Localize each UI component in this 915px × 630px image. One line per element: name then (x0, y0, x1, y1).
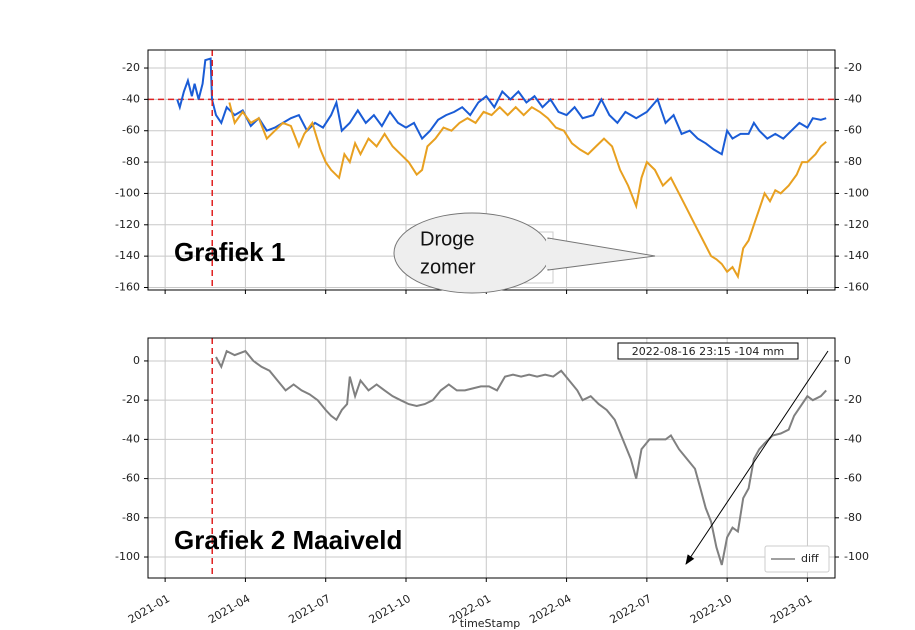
y-tick-label: -80 (844, 511, 862, 524)
y-tick-label: 0 (844, 354, 851, 367)
chart-label: Grafiek 1 (174, 237, 285, 267)
callout-bubble (393, 212, 551, 294)
x-tick-label: 2021-04 (206, 592, 252, 626)
y-tick-label: -120 (844, 218, 869, 231)
annotation-box (617, 342, 799, 360)
x-tick-label: 2022-04 (527, 592, 573, 626)
legend-box (764, 545, 830, 573)
x-tick-label: 2023-01 (768, 592, 814, 626)
x-tick-label: 2022-10 (688, 592, 734, 626)
data-line (176, 57, 827, 156)
plot-frame (147, 337, 836, 579)
callout-join (546, 239, 552, 269)
y-tick-label: -40 (844, 92, 862, 105)
y-tick-label: -20 (844, 61, 862, 74)
y-tick-label: -20 (844, 393, 862, 406)
x-tick-label: 2022-07 (608, 592, 654, 626)
x-tick-label: 2021-07 (286, 592, 332, 626)
callout-text: zomer (420, 256, 476, 278)
annotation-arrow (685, 350, 829, 565)
callout-text: Droge (420, 228, 474, 250)
y-tick-label: -20 (122, 393, 140, 406)
y-tick-label: -40 (122, 92, 140, 105)
y-tick-label: -100 (115, 550, 140, 563)
y-tick-label: -60 (844, 124, 862, 137)
y-tick-label: -40 (844, 432, 862, 445)
y-tick-label: -120 (115, 218, 140, 231)
y-tick-label: -80 (122, 155, 140, 168)
data-line (228, 102, 827, 280)
y-tick-label: -100 (844, 550, 869, 563)
annotation-text: 2022-08-16 23:15 -104 mm (632, 345, 785, 358)
chart-label: Grafiek 2 Maaiveld (174, 525, 402, 555)
y-tick-label: -20 (122, 61, 140, 74)
y-tick-label: -80 (844, 155, 862, 168)
y-tick-label: -100 (844, 186, 869, 199)
legend-label: diff (801, 552, 819, 565)
y-tick-label: -100 (115, 186, 140, 199)
y-tick-label: -140 (115, 249, 140, 262)
x-tick-label: 2021-10 (367, 592, 413, 626)
y-tick-label: -140 (844, 249, 869, 262)
x-axis-label: timeStamp (460, 617, 521, 630)
y-tick-label: 0 (133, 354, 140, 367)
data-line (215, 349, 827, 566)
x-tick-label: 2021-01 (126, 592, 172, 626)
y-tick-label: -60 (122, 472, 140, 485)
y-tick-label: -160 (115, 280, 140, 293)
callout-pointer (547, 237, 656, 271)
y-tick-label: -40 (122, 432, 140, 445)
y-tick-label: -60 (844, 472, 862, 485)
y-tick-label: -60 (122, 124, 140, 137)
y-tick-label: -80 (122, 511, 140, 524)
y-tick-label: -160 (844, 280, 869, 293)
